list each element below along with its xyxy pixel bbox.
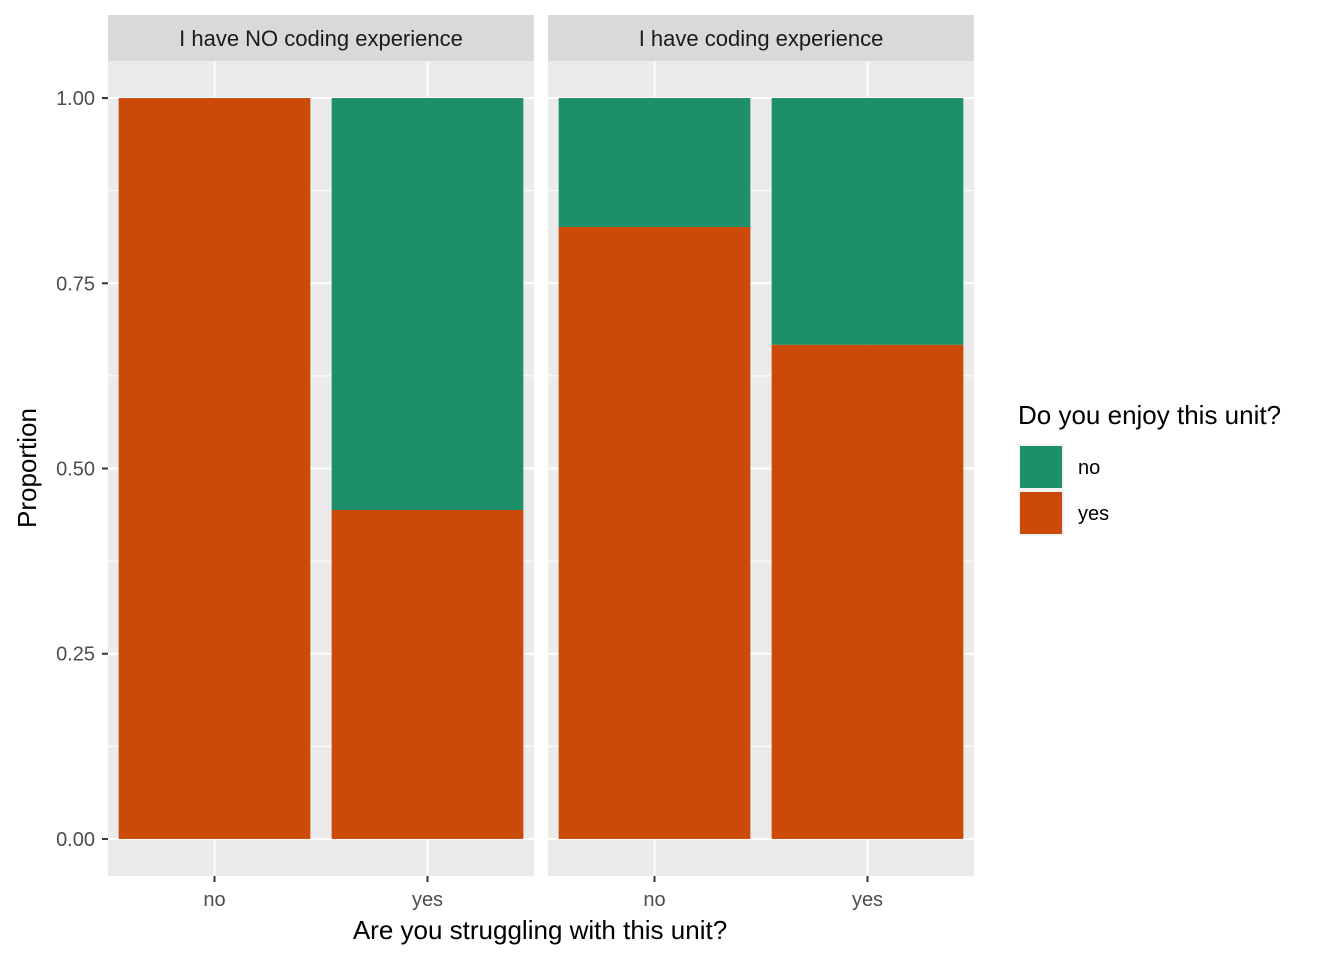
legend-item-no: no <box>1018 444 1100 490</box>
y-axis: 0.00 0.25 0.50 0.75 1.00 <box>56 88 108 851</box>
y-tick-label: 0.00 <box>56 829 95 851</box>
x-tick-label: no <box>203 889 225 911</box>
legend-item-yes: yes <box>1018 490 1109 536</box>
bar-yes-no <box>118 98 311 839</box>
x-tick-label: no <box>643 889 665 911</box>
x-axis-title: Are you struggling with this unit? <box>353 915 727 945</box>
legend-label: no <box>1078 457 1100 479</box>
legend: Do you enjoy this unit? no yes <box>1018 400 1281 536</box>
legend-swatch-yes <box>1020 492 1062 534</box>
legend-title: Do you enjoy this unit? <box>1018 400 1281 430</box>
x-tick-label: yes <box>412 889 443 911</box>
panels: I have NO coding experience I have coding… <box>108 15 974 876</box>
bar-yes-yes <box>771 344 964 839</box>
legend-label: yes <box>1078 503 1109 525</box>
legend-swatch-no <box>1020 446 1062 488</box>
y-tick-label: 0.25 <box>56 644 95 666</box>
facet-strip-title: I have coding experience <box>639 26 884 51</box>
y-axis-title: Proportion <box>12 408 42 528</box>
facet-strip-title: I have NO coding experience <box>179 26 463 51</box>
y-tick-label: 1.00 <box>56 88 95 110</box>
bar-no-yes <box>771 98 964 345</box>
y-tick-label: 0.50 <box>56 459 95 481</box>
facet-strip <box>108 15 534 61</box>
facet-panel-2: I have coding experience <box>548 15 974 876</box>
x-tick-label: yes <box>852 889 883 911</box>
x-axis: no yes no yes <box>203 876 883 911</box>
y-tick-label: 0.75 <box>56 273 95 295</box>
legend-items: no yes <box>1018 444 1109 536</box>
facet-panel-1: I have NO coding experience <box>108 15 534 876</box>
bar-no-no <box>558 98 751 227</box>
bar-yes-yes <box>331 509 524 839</box>
bar-no-yes <box>331 98 524 510</box>
facet-strip <box>548 15 974 61</box>
bar-yes-no <box>558 226 751 839</box>
